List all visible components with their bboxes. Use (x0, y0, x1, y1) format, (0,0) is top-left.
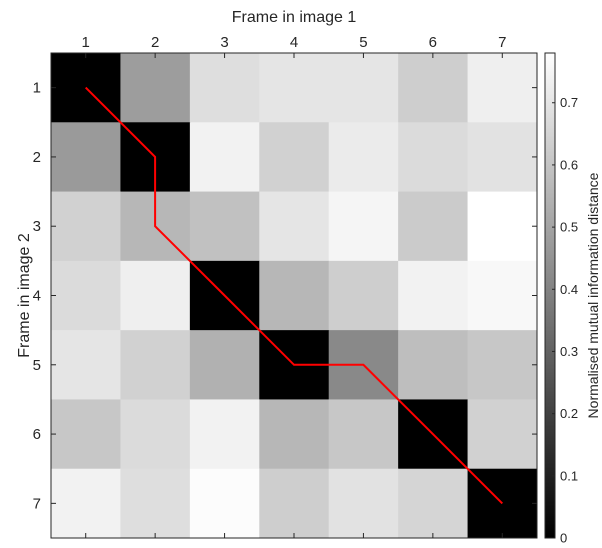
y-tick-label: 6 (33, 426, 41, 443)
heatmap-cell (398, 53, 469, 123)
alignment-path-line (84, 86, 504, 505)
heatmap-cell (189, 399, 260, 470)
heatmap-cell (259, 122, 330, 193)
colorbar-tick-label: 0.5 (560, 220, 578, 235)
heatmap-cell (51, 191, 121, 262)
y-axis-title: Frame in image 2 (16, 233, 33, 358)
heatmap-cell (189, 191, 260, 262)
heatmap-cell (328, 260, 399, 331)
y-tick-label: 5 (33, 357, 41, 374)
heatmap-cell (328, 468, 399, 539)
y-tick-label: 2 (33, 149, 41, 166)
heatmap-cell (398, 330, 469, 400)
heatmap-cell (189, 330, 260, 400)
heatmap-cell (259, 191, 330, 262)
heatmap-cell (120, 330, 191, 400)
heatmap-cell (328, 53, 399, 123)
x-tick-label: 3 (220, 34, 228, 51)
x-tick-label: 7 (498, 34, 506, 51)
colorbar-tick-label: 0 (560, 531, 567, 546)
colorbar-tick-label: 0.7 (560, 95, 578, 110)
heatmap-cell (398, 122, 469, 193)
heatmap-cell (120, 468, 191, 539)
heatmap-cell (467, 53, 538, 123)
heatmap-cell (328, 122, 399, 193)
heatmap-cell (51, 260, 121, 331)
y-tick-label: 7 (33, 495, 41, 512)
heatmap-cells (51, 53, 538, 539)
heatmap-cell (189, 122, 260, 193)
y-tick-label: 3 (33, 218, 41, 235)
heatmap-cell (51, 399, 121, 470)
heatmap-cell (259, 260, 330, 331)
heatmap-cell (120, 260, 191, 331)
heatmap-cell (467, 260, 538, 331)
heatmap-cell (398, 191, 469, 262)
heatmap-cell (328, 191, 399, 262)
x-tick-label: 1 (82, 34, 90, 51)
heatmap-cell (259, 468, 330, 539)
heatmap-cell (467, 399, 538, 470)
x-tick-label: 5 (359, 34, 367, 51)
heatmap-cell (328, 399, 399, 470)
heatmap-cell (51, 122, 121, 193)
heatmap-cell (467, 122, 538, 193)
heatmap-cell (189, 53, 260, 123)
heatmap-cell (189, 468, 260, 539)
colorbar-tick-label: 0.6 (560, 157, 578, 172)
heatmap-cell (120, 399, 191, 470)
heatmap-cell (51, 330, 121, 400)
x-tick-label: 4 (290, 34, 298, 51)
colorbar-title: Normalised mutual information distance (585, 172, 601, 418)
colorbar-tick-label: 0.2 (560, 406, 578, 421)
y-tick-label: 4 (33, 288, 41, 305)
y-tick-label: 1 (33, 80, 41, 97)
heatmap-cell (398, 260, 469, 331)
heatmap-cell (467, 330, 538, 400)
colorbar-tick-label: 0.1 (560, 468, 578, 483)
x-tick-label: 2 (151, 34, 159, 51)
heatmap-cell (259, 53, 330, 123)
heatmap-cell (398, 468, 469, 539)
colorbar-ticks: 0 0.1 0.2 0.3 0.4 0.5 0.6 0.7 (552, 95, 578, 546)
heatmap-cell (51, 468, 121, 539)
axis-ticks: 1 2 3 4 5 6 7 1 2 3 4 5 6 7 (33, 34, 537, 538)
colorbar-tick-label: 0.3 (560, 344, 578, 359)
x-tick-label: 6 (429, 34, 437, 51)
x-axis-title: Frame in image 1 (232, 9, 357, 26)
colorbar (544, 52, 556, 539)
colorbar-tick-label: 0.4 (560, 282, 578, 297)
heatmap-cell (467, 191, 538, 262)
heatmap-cell (259, 399, 330, 470)
heatmap-cell (120, 53, 191, 123)
